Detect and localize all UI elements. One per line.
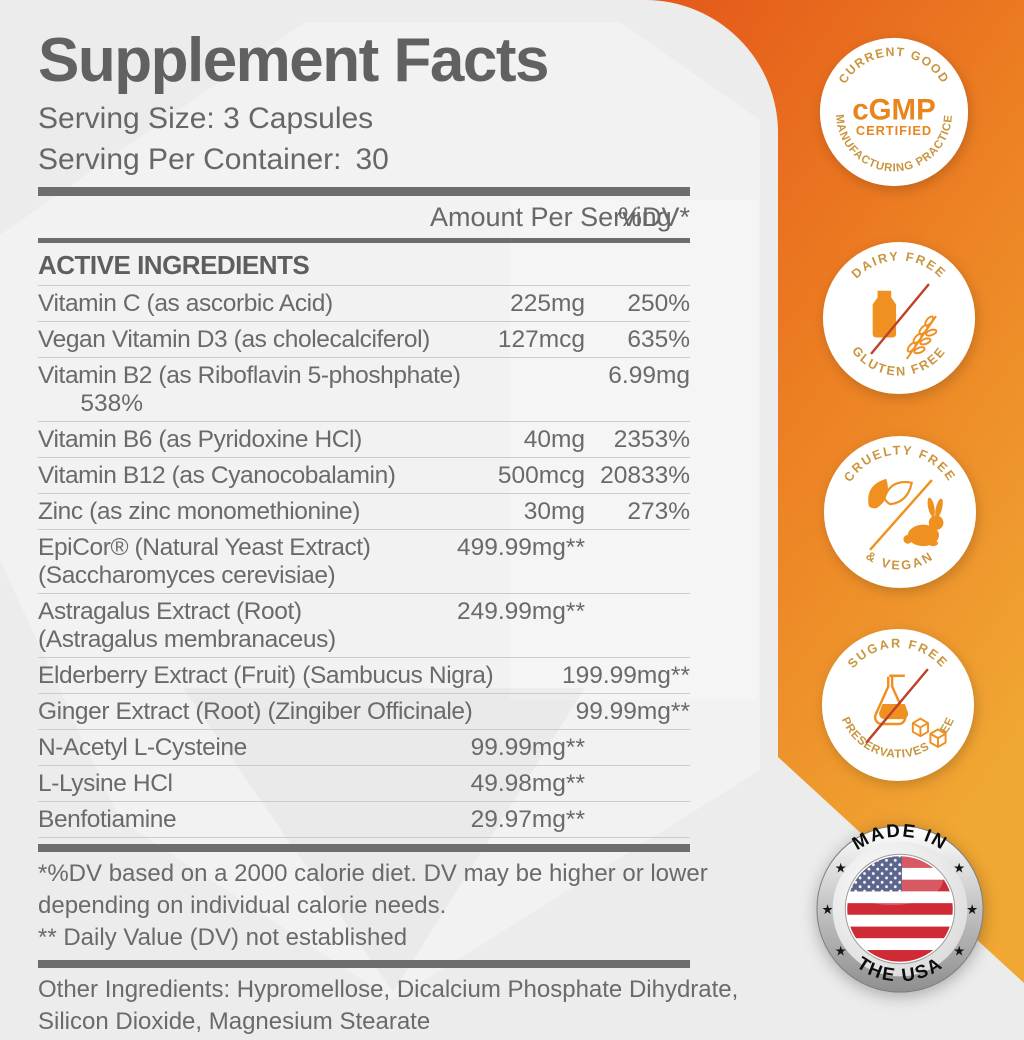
other-ingredients-line1: Other Ingredients: Hypromellose, Dicalci… bbox=[38, 975, 739, 1003]
slash-icon bbox=[865, 668, 929, 744]
cgmp-certified-text: CERTIFIED bbox=[856, 123, 932, 138]
watermark-shape bbox=[0, 22, 760, 1000]
ingredient-amount: 49.98mg** bbox=[470, 769, 585, 797]
table-row: Benfotiamine 29.97mg** bbox=[38, 802, 690, 838]
cgmp-certified-badge: CURRENT GOOD MANUFACTURING PRACTICE cGMP… bbox=[819, 37, 969, 187]
flask-icon bbox=[873, 674, 909, 726]
table-row: Vitamin B12 (as Cyanocobalamin) 500mcg 2… bbox=[38, 458, 690, 494]
serving-per-container: Serving Per Container: 30 bbox=[38, 143, 690, 177]
ingredient-amount: 30mg bbox=[523, 497, 585, 525]
ingredient-dv: 20833% bbox=[600, 461, 690, 489]
table-row: Astragalus Extract (Root) 249.99mg** (As… bbox=[38, 594, 690, 658]
ingredient-name: EpiCor® (Natural Yeast Extract) bbox=[38, 533, 371, 561]
ingredient-dv: 635% bbox=[627, 325, 690, 353]
leaf-icon bbox=[868, 478, 913, 509]
serving-size: Serving Size: 3 Capsules bbox=[38, 102, 374, 135]
ingredient-dv: 273% bbox=[627, 497, 690, 525]
ingredient-name: Benfotiamine bbox=[38, 805, 177, 833]
ingredient-name: Vegan Vitamin D3 (as cholecalciferol) bbox=[38, 325, 430, 353]
column-amount: Amount Per Serving bbox=[430, 202, 672, 232]
sugar-preservatives-free-badge: SUGAR FREE PRESERVATIVES FREE bbox=[821, 628, 975, 782]
milk-bottle-icon bbox=[872, 290, 897, 338]
footnote-dv-line1: *%DV based on a 2000 calorie diet. DV ma… bbox=[38, 860, 708, 887]
sugar-cubes-icon bbox=[911, 717, 947, 748]
ingredient-amount: 6.99mg bbox=[608, 361, 690, 389]
star-icons: ★ ★ ★ ★ ★ ★ bbox=[822, 860, 979, 958]
ingredient-dv: 2353% bbox=[613, 425, 690, 453]
table-row: Elderberry Extract (Fruit) (Sambucus Nig… bbox=[38, 658, 690, 694]
serving-per-container-label: Serving Per Container: bbox=[38, 143, 342, 176]
ingredient-name-line2: (Saccharomyces cerevisiae) bbox=[38, 561, 336, 589]
ingredient-dv: 250% bbox=[627, 289, 690, 317]
star-icon: ★ bbox=[953, 860, 965, 875]
page-title: Supplement Facts bbox=[38, 26, 550, 95]
table-header: Amount Per Serving %DV* bbox=[38, 198, 690, 236]
serving-per-container-value: 30 bbox=[355, 143, 389, 176]
ingredient-name: Vitamin C (as ascorbic Acid) bbox=[38, 289, 333, 317]
table-row: L-Lysine HCl 49.98mg** bbox=[38, 766, 690, 802]
divider-bar-top bbox=[38, 187, 690, 196]
star-icon: ★ bbox=[822, 902, 834, 917]
ingredient-amount: 499.99mg** bbox=[456, 533, 585, 561]
table-row: Zinc (as zinc monomethionine) 30mg 273% bbox=[38, 494, 690, 530]
cruelty-free-vegan-badge: CRUELTY FREE & VEGAN bbox=[823, 435, 977, 589]
watermark-band bbox=[510, 200, 758, 700]
footnotes: *%DV based on a 2000 calorie diet. DV ma… bbox=[38, 858, 708, 954]
divider-bar-footnote bbox=[38, 844, 690, 852]
ingredient-name-line2: (Astragalus membranaceus) bbox=[38, 625, 336, 653]
section-header: ACTIVE INGREDIENTS bbox=[38, 245, 690, 286]
table-row: Vitamin B2 (as Riboflavin 5-phoshphate) … bbox=[38, 358, 690, 422]
rabbit-icon bbox=[903, 497, 944, 547]
slash-icon bbox=[870, 283, 930, 355]
ingredient-name: Zinc (as zinc monomethionine) bbox=[38, 497, 361, 525]
ingredient-amount: 500mcg bbox=[497, 461, 585, 489]
divider-bar-other bbox=[38, 959, 690, 968]
wheat-icon bbox=[905, 315, 938, 360]
usa-flag-icon bbox=[847, 856, 953, 962]
ingredient-amount: 40mg bbox=[523, 425, 585, 453]
column-dv: %DV* bbox=[617, 202, 690, 232]
supplement-facts-panel: Supplement Facts Serving Size: 3 Capsule… bbox=[38, 0, 739, 1040]
table-row: Vitamin C (as ascorbic Acid) 225mg 250% bbox=[38, 286, 690, 322]
ingredient-amount: 249.99mg** bbox=[456, 597, 585, 625]
ingredient-name: Astragalus Extract (Root) bbox=[38, 597, 302, 625]
table-row: EpiCor® (Natural Yeast Extract) 499.99mg… bbox=[38, 530, 690, 594]
ingredient-name: Vitamin B2 (as Riboflavin 5-phoshphate) bbox=[38, 361, 461, 389]
cgmp-logo-text: cGMP bbox=[852, 94, 935, 127]
divider-bar-header bbox=[38, 238, 690, 243]
other-ingredients-line2: Silicon Dioxide, Magnesium Stearate bbox=[38, 1007, 431, 1035]
footnote-dv-line2: depending on individual calorie needs. bbox=[38, 891, 447, 919]
dairy-gluten-free-badge: DAIRY FREE GLUTEN FREE bbox=[822, 241, 976, 395]
ingredient-name: Ginger Extract (Root) (Zingiber Officina… bbox=[38, 697, 473, 725]
table-row: Vegan Vitamin D3 (as cholecalciferol) 12… bbox=[38, 322, 690, 358]
table-row: Vitamin B6 (as Pyridoxine HCl) 40mg 2353… bbox=[38, 422, 690, 458]
ingredient-name: N-Acetyl L-Cysteine bbox=[38, 733, 247, 761]
ingredient-amount: 225mg bbox=[510, 289, 585, 317]
ingredient-amount: 199.99mg** bbox=[561, 661, 690, 689]
star-icon: ★ bbox=[835, 860, 847, 875]
ingredient-amount: 127mcg bbox=[497, 325, 585, 353]
slash-icon bbox=[869, 479, 933, 551]
footnote-daily-value: ** Daily Value (DV) not established bbox=[38, 923, 408, 951]
ingredient-name: Elderberry Extract (Fruit) (Sambucus Nig… bbox=[38, 661, 494, 689]
star-icon: ★ bbox=[966, 902, 978, 917]
ingredient-name: Vitamin B6 (as Pyridoxine HCl) bbox=[38, 425, 362, 453]
other-ingredients: Other Ingredients: Hypromellose, Dicalci… bbox=[38, 974, 739, 1038]
ingredient-name: L-Lysine HCl bbox=[38, 769, 173, 797]
made-in-usa-badge: MADE IN THE USA ★ ★ ★ ★ ★ ★ bbox=[816, 823, 984, 993]
table-row: N-Acetyl L-Cysteine 99.99mg** bbox=[38, 730, 690, 766]
ingredient-amount: 29.97mg** bbox=[470, 805, 585, 833]
ingredient-amount: 99.99mg** bbox=[470, 733, 585, 761]
star-icon: ★ bbox=[953, 943, 965, 958]
ingredient-amount: 99.99mg** bbox=[575, 697, 690, 725]
table-row: Ginger Extract (Root) (Zingiber Officina… bbox=[38, 694, 690, 730]
star-icon: ★ bbox=[835, 943, 847, 958]
ingredient-name: Vitamin B12 (as Cyanocobalamin) bbox=[38, 461, 396, 489]
ingredient-dv: 538% bbox=[80, 389, 143, 417]
